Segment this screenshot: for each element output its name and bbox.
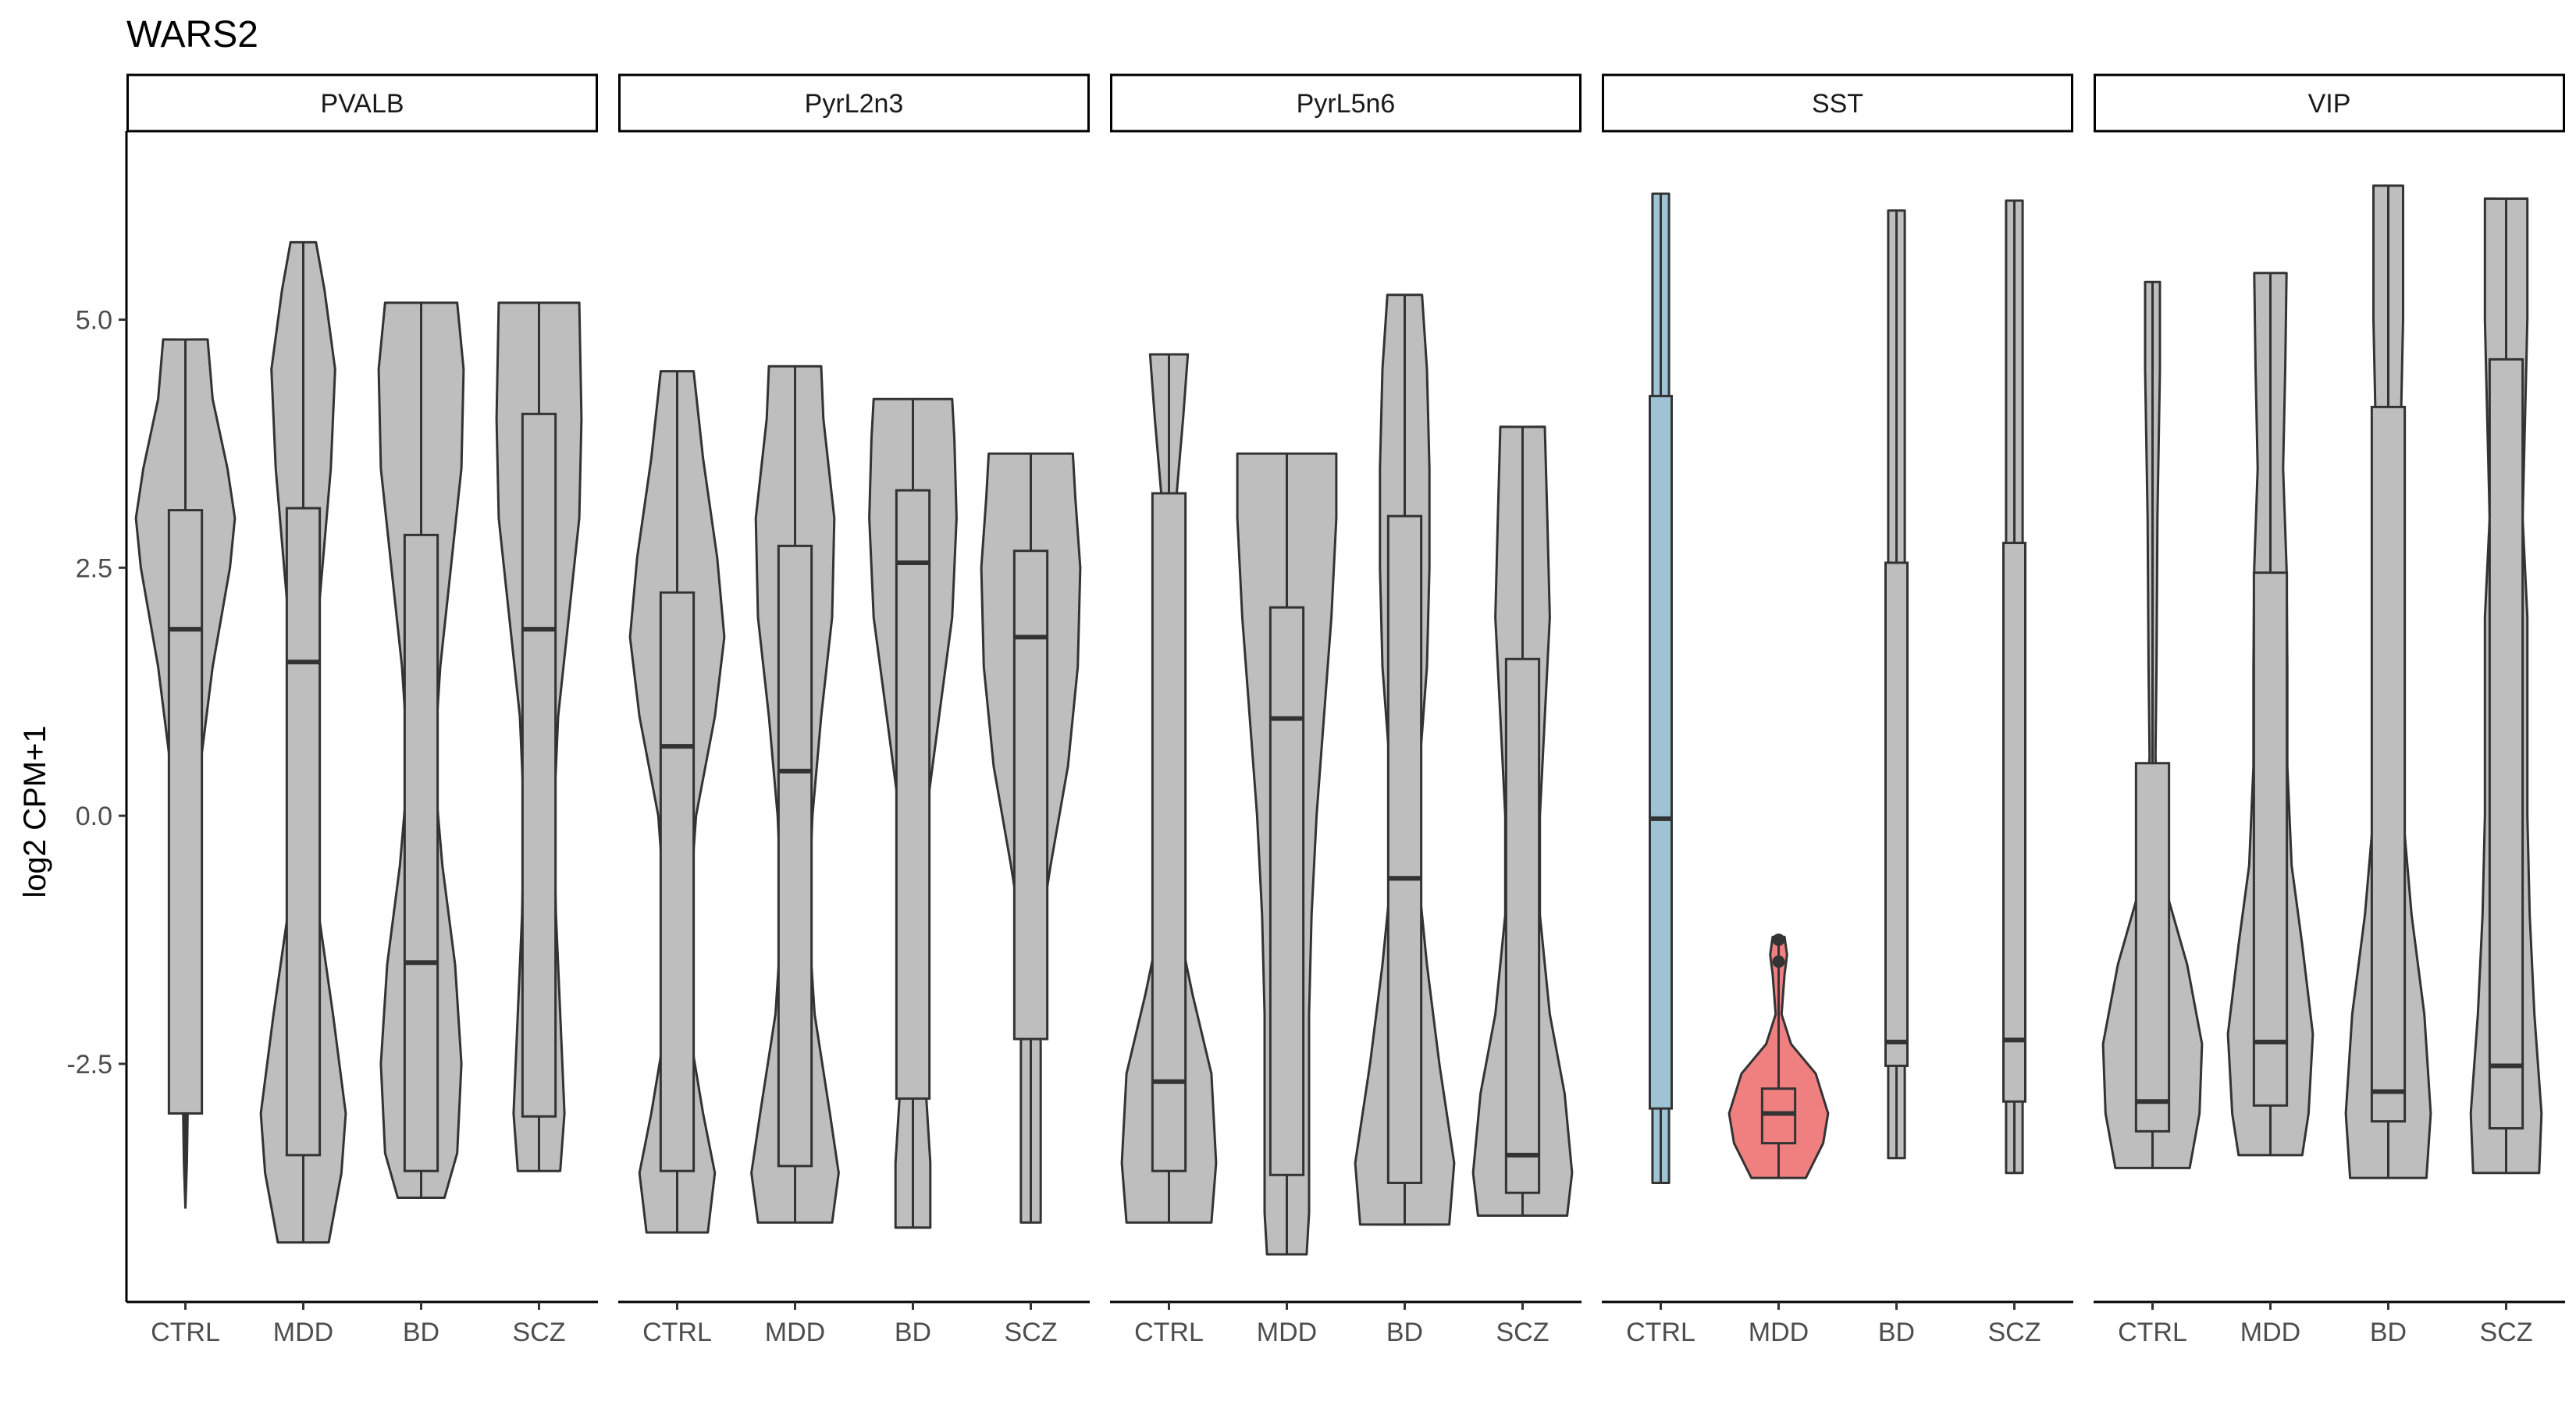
y-axis-title: log2 CPM+1	[18, 725, 52, 898]
x-tick-label: SCZ	[513, 1318, 566, 1347]
violin-group-ctrl: CTRL	[1120, 353, 1218, 1347]
iqr-box	[659, 591, 696, 1172]
iqr-box	[777, 544, 813, 1168]
x-tick-label: SCZ	[2480, 1318, 2533, 1347]
x-tick-label: BD	[403, 1318, 439, 1347]
violin-group-ctrl: CTRL	[2101, 280, 2204, 1347]
iqr-box	[1504, 657, 1541, 1194]
violin-group-mdd: MDD	[1727, 934, 1830, 1347]
iqr-box	[1268, 606, 1305, 1176]
facet-strip	[618, 73, 1090, 133]
violin-group-bd: BD	[868, 397, 958, 1347]
iqr-box	[1649, 394, 1673, 1110]
panel-vip: VIP CTRL MDD BD SCZ	[2094, 73, 2565, 1347]
facet-strip	[2094, 73, 2565, 133]
iqr-box	[1760, 1087, 1797, 1145]
violin-group-bd: BD	[2344, 184, 2432, 1347]
y-tick-label: 5.0	[76, 306, 112, 336]
violin-group-scz: SCZ	[1988, 199, 2041, 1347]
facet-strip	[1602, 73, 2073, 133]
iqr-box	[2252, 571, 2289, 1107]
x-tick-label: CTRL	[2118, 1318, 2187, 1347]
x-tick-label: SCZ	[1005, 1318, 1058, 1347]
x-tick-label: BD	[1878, 1318, 1915, 1347]
facet-strip-label: SST	[1812, 89, 1863, 119]
violin-group-bd: BD	[377, 301, 465, 1347]
iqr-box	[2488, 357, 2524, 1130]
violin-group-mdd: MDD	[750, 365, 840, 1347]
iqr-box	[895, 489, 931, 1100]
iqr-box	[1151, 492, 1187, 1172]
iqr-box	[2370, 405, 2407, 1123]
x-tick-label: CTRL	[151, 1318, 220, 1347]
iqr-box	[521, 412, 557, 1118]
x-tick-label: MDD	[765, 1318, 825, 1347]
iqr-box	[1012, 550, 1049, 1040]
x-tick-label: BD	[2370, 1318, 2407, 1347]
violin-group-bd: BD	[1878, 209, 1915, 1347]
panel-pyrl2n3: PyrL2n3 CTRL MDD BD SCZ	[618, 73, 1090, 1347]
violin-group-scz: SCZ	[495, 301, 583, 1347]
x-tick-label: CTRL	[1626, 1318, 1695, 1347]
violin-group-ctrl: CTRL	[1626, 192, 1695, 1347]
x-tick-label: BD	[895, 1318, 931, 1347]
x-tick-label: SCZ	[1988, 1318, 2041, 1347]
x-tick-label: SCZ	[1496, 1318, 1550, 1347]
iqr-box	[2002, 542, 2026, 1103]
facet-strip-label: PVALB	[320, 89, 404, 119]
facet-strip	[1110, 73, 1582, 133]
x-tick-label: CTRL	[642, 1318, 712, 1347]
violin-group-mdd: MDD	[259, 240, 347, 1347]
facet-strip	[126, 73, 598, 133]
x-tick-label: MDD	[1257, 1318, 1317, 1347]
iqr-box	[1884, 561, 1909, 1067]
iqr-box	[167, 509, 204, 1115]
violin-group-ctrl: CTRL	[134, 338, 237, 1347]
iqr-box	[2134, 762, 2171, 1133]
facet-strip-label: PyrL2n3	[805, 89, 904, 119]
y-tick-label: 0.0	[76, 802, 112, 831]
outlier-point	[1772, 934, 1785, 947]
facet-strip-label: PyrL5n6	[1297, 89, 1396, 119]
violin-group-scz: SCZ	[1471, 425, 1574, 1347]
y-tick-label: 2.5	[76, 553, 112, 583]
y-axis: 5.0 2.5 0.0 -2.5	[66, 131, 128, 1302]
facet-strip-label: VIP	[2308, 89, 2351, 119]
violin-group-bd: BD	[1354, 293, 1456, 1347]
chart-title: WARS2	[126, 14, 258, 55]
panel-pvalb: PVALB CTRL MDD BD SCZ	[126, 73, 598, 1347]
outlier-point	[1772, 955, 1785, 968]
violin-group-scz: SCZ	[2469, 197, 2543, 1347]
x-tick-label: MDD	[273, 1318, 333, 1347]
y-tick-label: -2.5	[66, 1050, 112, 1080]
panel-pyrl5n6: PyrL5n6 CTRL MDD BD SCZ	[1110, 73, 1582, 1347]
x-tick-label: BD	[1386, 1318, 1423, 1347]
x-tick-label: CTRL	[1134, 1318, 1204, 1347]
iqr-box	[403, 533, 439, 1172]
iqr-box	[285, 507, 322, 1157]
x-tick-label: MDD	[2240, 1318, 2300, 1347]
x-tick-label: MDD	[1749, 1318, 1809, 1347]
iqr-box	[1386, 514, 1423, 1184]
violin-group-ctrl: CTRL	[628, 370, 726, 1347]
violin-group-scz: SCZ	[980, 452, 1082, 1347]
violin-group-mdd: MDD	[2226, 272, 2314, 1347]
panel-sst: SST CTRL MDD BD SCZ	[1602, 73, 2073, 1347]
violin-group-mdd: MDD	[1236, 452, 1338, 1347]
